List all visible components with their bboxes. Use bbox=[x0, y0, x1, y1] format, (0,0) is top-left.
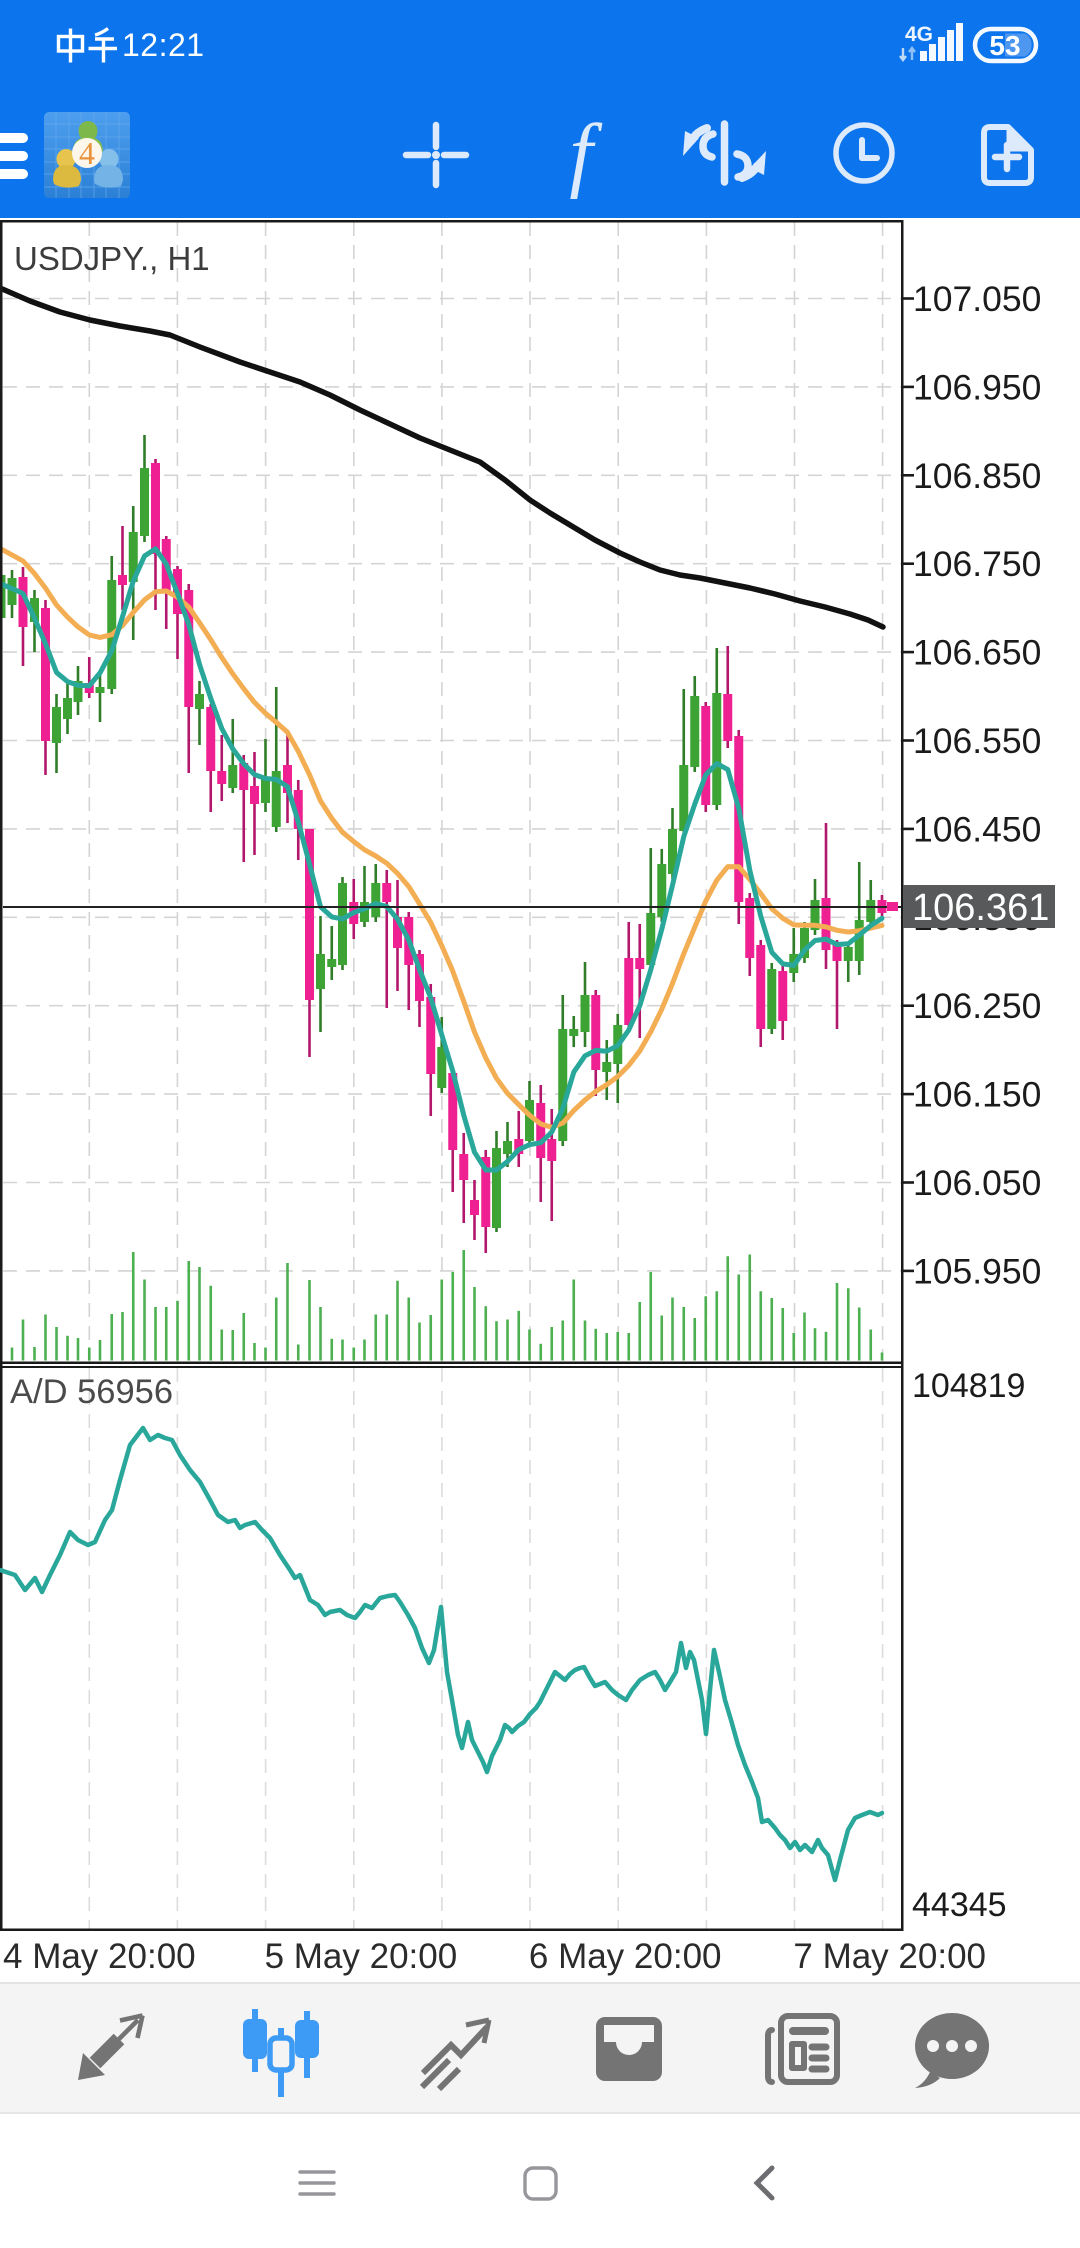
svg-text:7 May 20:00: 7 May 20:00 bbox=[793, 1937, 986, 1976]
svg-text:106.550: 106.550 bbox=[913, 721, 1041, 761]
svg-text:4G: 4G bbox=[905, 23, 933, 46]
svg-text:5 May 20:00: 5 May 20:00 bbox=[265, 1937, 458, 1976]
svg-text:f: f bbox=[569, 107, 603, 200]
svg-text:106.150: 106.150 bbox=[913, 1075, 1041, 1115]
svg-text:105.950: 105.950 bbox=[913, 1251, 1041, 1291]
svg-text:4: 4 bbox=[79, 135, 95, 171]
svg-text:106.050: 106.050 bbox=[913, 1163, 1041, 1203]
svg-text:A/D 56956: A/D 56956 bbox=[10, 1373, 173, 1411]
svg-text:106.361: 106.361 bbox=[912, 887, 1049, 929]
svg-text:4 May 20:00: 4 May 20:00 bbox=[3, 1937, 196, 1976]
svg-text:6 May 20:00: 6 May 20:00 bbox=[529, 1937, 722, 1976]
svg-text:44345: 44345 bbox=[912, 1886, 1007, 1924]
svg-text:106.250: 106.250 bbox=[913, 986, 1041, 1026]
svg-text:53: 53 bbox=[989, 30, 1020, 61]
svg-text:104819: 104819 bbox=[912, 1367, 1025, 1405]
svg-text:107.050: 107.050 bbox=[913, 279, 1041, 319]
svg-text:106.650: 106.650 bbox=[913, 633, 1041, 673]
svg-text:106.950: 106.950 bbox=[913, 367, 1041, 407]
svg-text:106.850: 106.850 bbox=[913, 456, 1041, 496]
svg-text:106.450: 106.450 bbox=[913, 809, 1041, 849]
svg-text:106.750: 106.750 bbox=[913, 544, 1041, 584]
svg-text:USDJPY., H1: USDJPY., H1 bbox=[14, 240, 210, 277]
